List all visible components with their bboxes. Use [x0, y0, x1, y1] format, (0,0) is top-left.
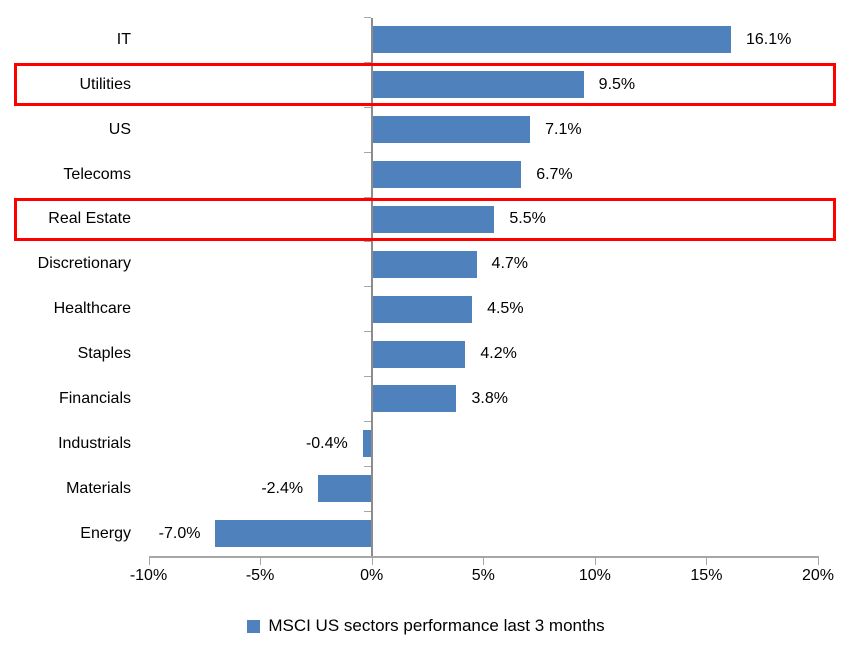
x-axis-tick: [148, 558, 150, 565]
legend-color-swatch: [247, 619, 261, 633]
x-axis-label: 20%: [801, 567, 835, 584]
value-label: 4.7%: [491, 255, 529, 273]
category-axis-tick: [363, 106, 371, 108]
value-label: -7.0%: [158, 524, 201, 542]
x-axis-label: -10%: [129, 567, 168, 584]
category-label: Healthcare: [53, 300, 131, 318]
category-axis-tick: [363, 331, 371, 333]
bar-it: [371, 26, 731, 54]
category-label: Real Estate: [48, 210, 131, 228]
category-axis-tick: [363, 510, 371, 512]
value-label: 6.7%: [536, 165, 573, 183]
category-label: Discretionary: [37, 255, 131, 273]
bar-real-estate: [371, 205, 495, 233]
value-label: 16.1%: [745, 30, 792, 48]
category-axis-tick: [363, 151, 371, 153]
bar-financials: [371, 385, 457, 413]
category-label: Energy: [80, 524, 131, 542]
bar-industrials: [362, 430, 372, 458]
category-label: IT: [116, 30, 131, 48]
category-label: Financials: [58, 389, 131, 407]
category-axis-tick: [363, 465, 371, 467]
category-label: Telecoms: [63, 165, 131, 183]
value-label: 3.8%: [471, 389, 508, 407]
category-axis-tick: [363, 241, 371, 243]
bar-energy: [215, 520, 372, 548]
category-label: Staples: [77, 345, 131, 363]
highlight-box-utilities: [14, 63, 836, 107]
bar-discretionary: [371, 250, 477, 278]
x-axis-tick: [260, 558, 262, 565]
category-axis-tick: [363, 61, 371, 63]
value-label: -2.4%: [261, 479, 304, 497]
category-axis-tick: [363, 17, 371, 18]
value-label: 4.2%: [480, 345, 517, 363]
x-axis-tick: [371, 558, 373, 565]
x-axis-line: [148, 556, 819, 558]
category-axis-tick: [363, 420, 371, 422]
bar-utilities: [371, 71, 584, 99]
category-label: Utilities: [79, 75, 131, 93]
highlight-box-real-estate: [14, 197, 836, 241]
x-axis-label: 10%: [578, 567, 611, 584]
x-axis-label: -5%: [245, 567, 275, 584]
value-label: 4.5%: [487, 300, 524, 318]
category-label: US: [108, 120, 131, 138]
value-label: -0.4%: [305, 434, 348, 452]
value-label: 7.1%: [545, 120, 582, 138]
bar-telecoms: [371, 161, 522, 189]
category-label: Industrials: [58, 434, 131, 452]
x-axis-tick: [483, 558, 485, 565]
bar-materials: [318, 475, 372, 503]
x-axis-label: 5%: [471, 567, 495, 584]
category-label: Materials: [66, 479, 131, 497]
bar-healthcare: [371, 295, 473, 323]
category-axis-tick: [363, 286, 371, 288]
x-axis-tick: [706, 558, 708, 565]
category-axis-tick: [363, 196, 371, 198]
value-label: 9.5%: [598, 75, 636, 93]
x-axis-label: 15%: [690, 567, 723, 584]
x-axis-tick: [594, 558, 596, 565]
category-axis-tick: [363, 376, 371, 377]
chart-legend: MSCI US sectors performance last 3 month…: [0, 613, 852, 639]
bar-us: [371, 116, 531, 144]
legend-series-label: MSCI US sectors performance last 3 month…: [268, 616, 605, 635]
zero-axis-line: [370, 17, 373, 556]
x-axis-label: 0%: [360, 567, 384, 584]
bar-staples: [371, 340, 466, 368]
x-axis-tick: [818, 558, 819, 565]
value-label: 5.5%: [509, 210, 546, 228]
